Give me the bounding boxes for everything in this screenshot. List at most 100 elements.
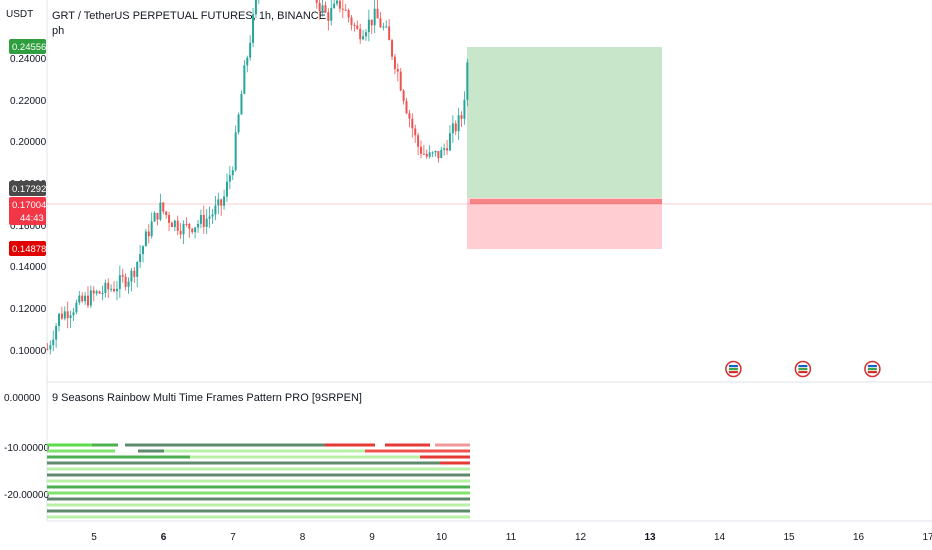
- profit-zone[interactable]: [467, 47, 662, 198]
- candle-body: [214, 205, 217, 215]
- candle-body: [405, 101, 408, 114]
- date-tick-label: 6: [161, 532, 167, 543]
- candle-body: [153, 212, 156, 222]
- candle-body: [211, 214, 214, 217]
- candle-body: [237, 114, 240, 133]
- candle-body: [338, 0, 341, 9]
- candle-body: [451, 123, 454, 134]
- date-tick-label: 9: [369, 532, 375, 543]
- rainbow-indicator-lines: [47, 443, 470, 519]
- candle-body: [382, 26, 385, 28]
- date-tick-label: 5: [91, 532, 97, 543]
- candlestick-series: [46, 0, 469, 355]
- candle-body: [321, 5, 324, 11]
- candle-body: [69, 315, 72, 319]
- candle-body: [457, 115, 460, 132]
- candle-body: [115, 288, 118, 292]
- candle-body: [63, 311, 66, 319]
- indicator-axis[interactable]: 0.00000 -10.00000 -20.00000: [4, 393, 49, 501]
- date-tick-label: 7: [230, 532, 236, 543]
- candle-body: [118, 275, 121, 289]
- candle-body: [466, 62, 469, 100]
- candle-body: [217, 199, 220, 206]
- candle-body: [52, 339, 55, 346]
- candle-body: [417, 135, 420, 147]
- candle-body: [98, 291, 101, 294]
- candle-body: [446, 148, 449, 151]
- candle-body: [107, 282, 110, 290]
- economic-event-icon[interactable]: [794, 360, 812, 378]
- chart-subtitle: ph: [52, 25, 64, 37]
- candle-body: [359, 28, 362, 40]
- date-axis[interactable]: 5 6 7 8 9 10 11 12 13 14 15 16 17: [91, 532, 932, 543]
- candle-body: [144, 231, 147, 247]
- candle-body: [46, 349, 49, 350]
- economic-event-icon[interactable]: [864, 360, 881, 378]
- candle-body: [231, 170, 234, 176]
- currency-label: USDT: [6, 9, 33, 20]
- event-markers[interactable]: [725, 360, 881, 378]
- candle-body: [362, 36, 365, 40]
- candle-body: [249, 42, 252, 58]
- price-tick-label: 0.12000: [10, 304, 47, 315]
- candle-body: [454, 123, 457, 132]
- loss-zone[interactable]: [467, 198, 662, 249]
- indicator-tick-label: -10.00000: [4, 443, 49, 454]
- price-tick-label: 0.22000: [10, 96, 47, 107]
- candle-body: [376, 8, 379, 19]
- date-tick-label: 10: [436, 532, 448, 543]
- candle-body: [81, 295, 84, 302]
- candle-body: [460, 115, 463, 119]
- candle-body: [92, 290, 95, 294]
- candle-body: [188, 223, 191, 229]
- candle-body: [136, 261, 139, 277]
- target-price-badge: 0.24556: [9, 39, 46, 54]
- candle-body: [463, 99, 466, 119]
- candle-body: [254, 0, 257, 15]
- candle-body: [234, 132, 237, 171]
- bar-countdown: 44:43: [20, 213, 44, 224]
- candle-body: [49, 345, 52, 350]
- candle-body: [121, 275, 124, 277]
- candle-body: [113, 288, 116, 292]
- candle-body: [223, 196, 226, 206]
- candle-body: [228, 175, 231, 182]
- candle-body: [353, 24, 356, 26]
- candle-body: [197, 223, 200, 228]
- candle-body: [356, 25, 359, 29]
- candle-body: [411, 118, 414, 129]
- candle-body: [110, 288, 113, 290]
- date-tick-label: 15: [783, 532, 795, 543]
- candle-body: [78, 295, 81, 303]
- candle-body: [150, 221, 153, 237]
- entry-price-badge: 0.17292: [9, 181, 46, 196]
- candle-body: [162, 202, 165, 212]
- candle-body: [173, 220, 176, 227]
- candle-body: [434, 151, 437, 153]
- candle-body: [402, 90, 405, 102]
- candle-body: [72, 312, 75, 316]
- price-tick-label: 0.24000: [10, 54, 47, 65]
- candle-body: [419, 146, 422, 154]
- candle-body: [101, 293, 104, 295]
- candle-body: [60, 313, 63, 319]
- candle-body: [437, 151, 440, 159]
- economic-event-icon[interactable]: [725, 360, 742, 378]
- date-tick-label: 11: [506, 532, 517, 543]
- current-price-badge: 0.17004 44:43: [9, 197, 46, 225]
- candle-body: [75, 302, 78, 313]
- candle-body: [170, 222, 173, 227]
- candle-body: [240, 93, 243, 115]
- candle-body: [350, 17, 353, 25]
- candle-body: [243, 65, 246, 94]
- svg-text:0.17292: 0.17292: [12, 184, 46, 195]
- candle-body: [393, 56, 396, 70]
- svg-text:0.17004: 0.17004: [12, 200, 46, 211]
- candle-body: [208, 216, 211, 219]
- candle-body: [425, 153, 428, 157]
- candle-body: [364, 32, 367, 37]
- price-tick-label: 0.14000: [10, 262, 47, 273]
- candle-body: [86, 295, 89, 306]
- candle-body: [139, 254, 142, 262]
